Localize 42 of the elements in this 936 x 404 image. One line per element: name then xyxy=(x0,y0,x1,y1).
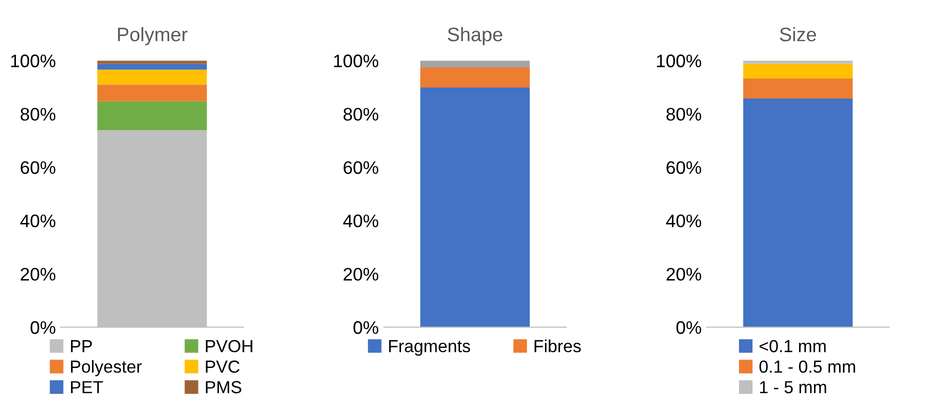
y-tick-label: 20% xyxy=(344,268,378,281)
legend-label: PVOH xyxy=(206,340,252,352)
y-tick-label: 40% xyxy=(666,214,702,228)
legend-label: PP xyxy=(71,340,92,352)
y-tick-label: 60% xyxy=(666,161,702,174)
y-tick-label: 20% xyxy=(666,268,702,281)
y-tick-label: 0% xyxy=(30,321,56,334)
chart-title: Shape xyxy=(448,27,502,46)
y-tick-label: 60% xyxy=(20,161,56,174)
chart-title: Polymer xyxy=(118,27,188,46)
y-tick-label: 0% xyxy=(676,321,702,334)
y-tick-label: 40% xyxy=(343,214,378,228)
y-tick-label: 100% xyxy=(334,54,378,68)
bar xyxy=(97,84,207,102)
y-tick-label: 80% xyxy=(344,108,378,121)
legend-label: PMS xyxy=(206,381,242,394)
bar xyxy=(97,70,207,85)
bar xyxy=(420,68,530,88)
bar xyxy=(743,78,853,98)
y-tick-label: 100% xyxy=(657,54,702,68)
legend-label: PVC xyxy=(206,360,240,373)
bar xyxy=(97,64,207,70)
bar xyxy=(743,60,853,64)
chart-title: Size xyxy=(780,27,816,42)
bar xyxy=(420,60,530,68)
y-tick-label: 40% xyxy=(20,214,56,228)
bar xyxy=(97,60,207,64)
bar xyxy=(743,64,853,78)
legend-label: Polyester xyxy=(71,360,142,376)
y-tick-label: 0% xyxy=(354,321,378,334)
legend-label: PET xyxy=(71,381,103,394)
y-tick-label: 60% xyxy=(344,161,378,174)
legend-label: Fibres xyxy=(534,340,581,352)
bar xyxy=(97,101,207,130)
legend-label: 1 - 5 mm xyxy=(760,381,826,394)
legend-label: 0.1 - 0.5 mm xyxy=(759,360,856,373)
y-tick-label: 80% xyxy=(666,108,702,121)
y-tick-label: 20% xyxy=(20,268,56,281)
legend-label: <0.1 mm xyxy=(760,340,826,352)
legend-label: Fragments xyxy=(389,340,470,356)
y-tick-label: 80% xyxy=(20,108,56,121)
y-tick-label: 100% xyxy=(11,54,56,68)
